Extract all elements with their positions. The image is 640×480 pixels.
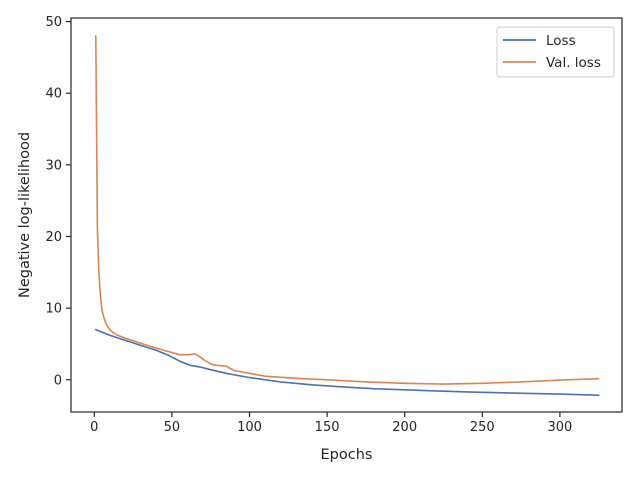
x-tick-label: 50 [164,420,181,435]
x-axis-title: Epochs [321,447,373,463]
y-tick-label: 40 [45,87,62,102]
y-axis: 0 10 20 30 40 50 [45,15,71,388]
plot-area-frame [70,17,623,413]
legend-label-val-loss: Val. loss [546,55,601,71]
legend-label-loss: Loss [546,33,576,49]
y-axis-title: Negative log-likelihood [17,132,33,298]
x-tick-label: 250 [470,420,495,435]
x-axis: 0 50 100 150 200 250 300 [90,412,572,435]
x-tick-label: 0 [90,420,98,435]
x-tick-label: 100 [237,420,262,435]
series-layer [95,35,600,397]
legend: Loss Val. loss [496,26,615,78]
y-tick-label: 50 [45,15,62,30]
y-tick-label: 0 [54,373,62,388]
y-tick-label: 30 [45,158,62,173]
series-line-loss [95,328,600,397]
y-tick-label: 10 [45,302,62,317]
series-line-val-loss [95,35,600,385]
x-tick-label: 200 [392,420,417,435]
x-tick-label: 150 [315,420,340,435]
y-tick-label: 20 [45,230,62,245]
x-tick-label: 300 [548,420,573,435]
